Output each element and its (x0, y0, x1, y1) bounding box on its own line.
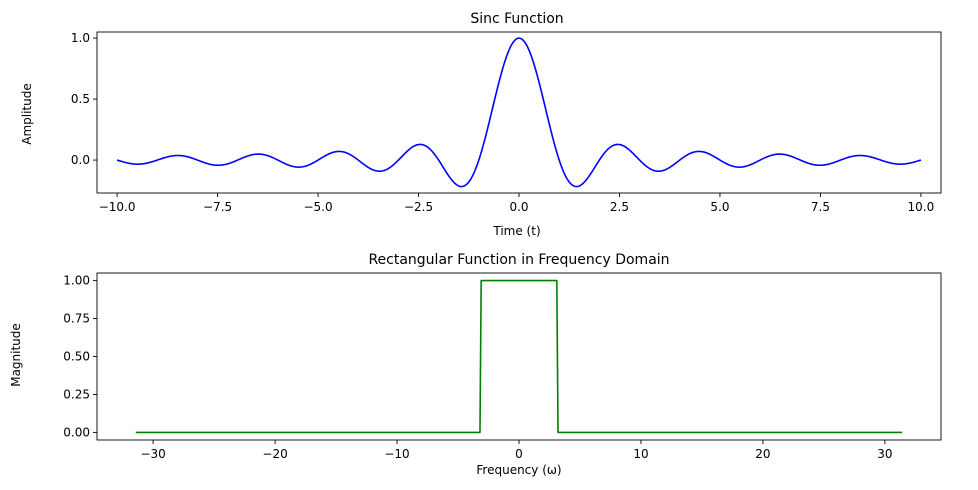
sinc-xtick-label: 2.5 (610, 200, 629, 214)
sinc-series-line (116, 37, 922, 188)
rect-plot-area: −30 −20 −10 0 10 20 30 0.00 0.25 0.50 0.75 1.00 (63, 272, 942, 461)
rect-xtick-label: −30 (140, 447, 165, 461)
rect-subplot: Rectangular Function in Frequency Domain… (9, 252, 942, 477)
sinc-xtick-label: 0.0 (509, 200, 528, 214)
sinc-ytick-label: 0.0 (71, 153, 90, 167)
rect-xlabel: Frequency (ω) (476, 463, 561, 477)
rect-xtick-label: 30 (877, 447, 892, 461)
sinc-xtick-label: −10.0 (99, 200, 136, 214)
sinc-title: Sinc Function (470, 11, 563, 27)
sinc-plot-area: −10.0 −7.5 −5.0 −2.5 0.0 2.5 5.0 7.5 10.0 0.0 0.5 1… (71, 31, 942, 214)
rect-xtick-label: −20 (262, 447, 287, 461)
sinc-xtick-label: 7.5 (811, 200, 830, 214)
rect-xtick-label: −10 (384, 447, 409, 461)
sinc-xtick-label: −7.5 (203, 200, 232, 214)
rect-xtick-label: 10 (633, 447, 648, 461)
rect-ytick-label: 0.75 (63, 312, 90, 326)
sinc-xtick-label: −2.5 (404, 200, 433, 214)
rect-series-line (135, 279, 903, 434)
sinc-ylabel: Amplitude (20, 83, 34, 145)
rect-xtick-label: 20 (755, 447, 770, 461)
rect-ytick-label: 0.25 (63, 387, 90, 401)
rect-ytick-label: 1.00 (63, 274, 90, 288)
rect-ytick-label: 0.50 (63, 350, 90, 364)
sinc-ytick-label: 0.5 (71, 92, 90, 106)
sinc-xlabel: Time (t) (492, 224, 540, 238)
rect-xtick-label: 0 (515, 447, 523, 461)
rect-title: Rectangular Function in Frequency Domain (368, 252, 669, 268)
rect-ylabel: Magnitude (9, 323, 23, 387)
sinc-subplot: Sinc Function −10.0 −7.5 −5.0 −2.5 0.0 2.5 5.0… (20, 11, 942, 238)
sinc-xtick-label: 5.0 (710, 200, 729, 214)
sinc-ytick-label: 1.0 (71, 31, 90, 45)
rect-ytick-label: 0.00 (63, 425, 90, 439)
sinc-xtick-label: 10.0 (908, 200, 935, 214)
sinc-xtick-label: −5.0 (303, 200, 332, 214)
